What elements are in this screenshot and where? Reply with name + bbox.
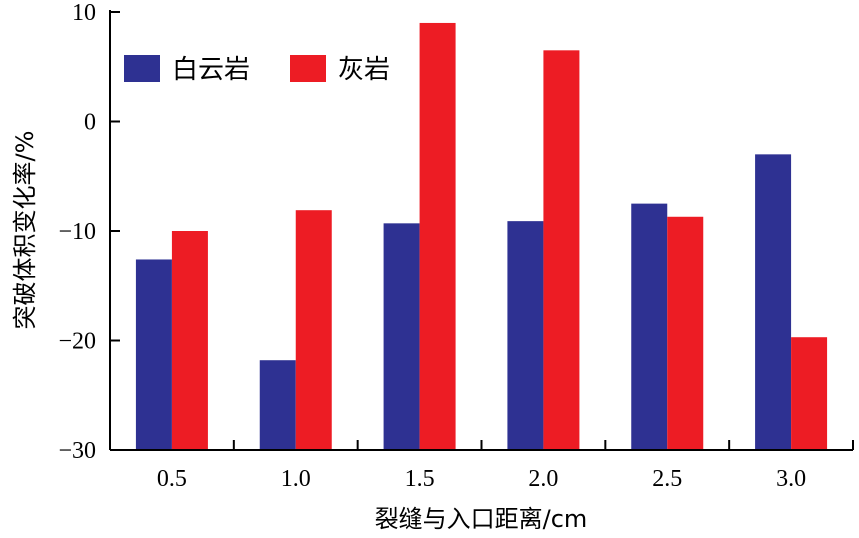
x-tick-label: 2.5	[652, 466, 682, 492]
legend-swatch	[290, 55, 326, 82]
y-tick-label: −30	[58, 438, 96, 464]
bar-limestone-1.5	[419, 22, 456, 450]
x-tick-label: 1.0	[281, 466, 311, 492]
bar-dolomite-2.0	[507, 221, 544, 450]
y-axis-title: 突破体积变化率/%	[11, 131, 39, 330]
legend: 白云岩 灰岩	[124, 55, 390, 85]
x-ticks-group: 0.5 1.0 1.5 2.0 2.5 3.0	[157, 440, 854, 492]
bar-dolomite-1.0	[259, 360, 296, 450]
y-tick-label: 0	[84, 110, 96, 136]
bar-dolomite-0.5	[135, 259, 172, 450]
x-tick-label: 3.0	[776, 466, 806, 492]
bar-limestone-1.0	[295, 210, 332, 450]
bar-limestone-2.5	[667, 216, 704, 450]
bar-dolomite-2.5	[631, 203, 668, 450]
bar-dolomite-3.0	[755, 154, 792, 450]
legend-label: 白云岩	[172, 55, 250, 85]
legend-label: 灰岩	[338, 55, 390, 85]
y-ticks-group: −30 −20 −10 0 10	[58, 0, 120, 464]
y-tick-label: −20	[58, 329, 96, 355]
bar-dolomite-1.5	[383, 223, 420, 450]
bar-limestone-2.0	[543, 50, 580, 450]
x-tick-label: 1.5	[405, 466, 435, 492]
x-tick-label: 2.0	[528, 466, 558, 492]
bar-limestone-0.5	[171, 231, 208, 450]
x-tick-label: 0.5	[157, 466, 187, 492]
bar-limestone-3.0	[791, 337, 828, 450]
legend-swatch	[124, 55, 160, 82]
y-tick-label: −10	[58, 219, 96, 245]
y-tick-label: 10	[72, 0, 96, 26]
bars-group	[135, 22, 828, 450]
x-axis-title: 裂缝与入口距离/cm	[375, 505, 588, 533]
